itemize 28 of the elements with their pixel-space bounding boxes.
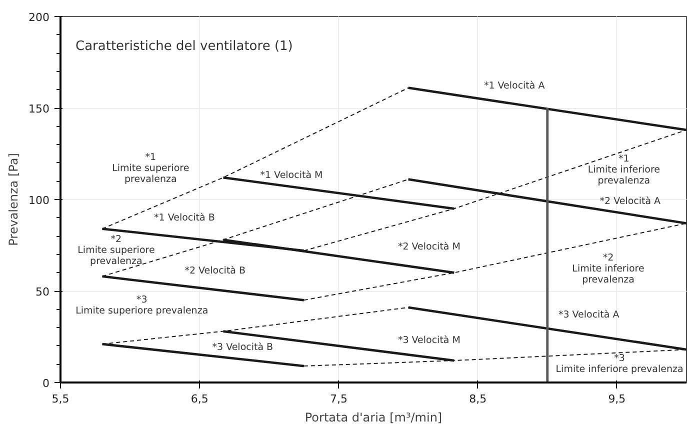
x-tick-label: 9,5 <box>608 392 626 406</box>
annotation: *2 Velocità B <box>184 265 246 276</box>
annotation: *1 Limite inferiore prevalenza <box>588 154 660 187</box>
y-tick-label: 200 <box>28 11 50 24</box>
annotation: *1 Velocità M <box>260 170 323 182</box>
annotation: *1 Limite superiore prevalenza <box>112 152 190 185</box>
annotation: *2 Limite inferiore prevalenza <box>572 252 644 286</box>
y-tick-label: 100 <box>28 194 50 207</box>
annotation: *1 Velocità A <box>484 80 546 92</box>
annotation: *3 Velocità M <box>398 334 460 346</box>
y-tick-label: 50 <box>36 286 50 298</box>
x-tick-label: 5,5 <box>52 392 70 406</box>
annotation: *1 Velocità B <box>154 212 215 224</box>
y-tick-label: 0 <box>42 377 50 390</box>
annotation: *2 Limite superiore prevalenza <box>78 234 155 268</box>
x-tick-label: 6,5 <box>190 392 208 406</box>
x-axis-title: Portata d'aria [m³/min] <box>304 410 442 424</box>
y-axis-title: Prevalenza [Pa] <box>6 153 21 246</box>
annotation: *3 Velocità B <box>212 342 274 354</box>
y-tick-label: 150 <box>28 102 50 116</box>
x-tick-label: 7,5 <box>330 392 348 406</box>
text: Caratteristiche del ventilatore (1) <box>76 39 293 54</box>
annotation: *3 Velocità A <box>558 309 620 320</box>
annotation: *3 Limite inferiore prevalenza <box>556 353 684 376</box>
annotation: *3 Limite superiore prevalenza <box>76 294 208 317</box>
annotation: *2 Velocità M <box>398 242 460 253</box>
x-tick-label: 8,5 <box>469 392 487 406</box>
annotation: *2 Velocità A <box>600 196 662 207</box>
